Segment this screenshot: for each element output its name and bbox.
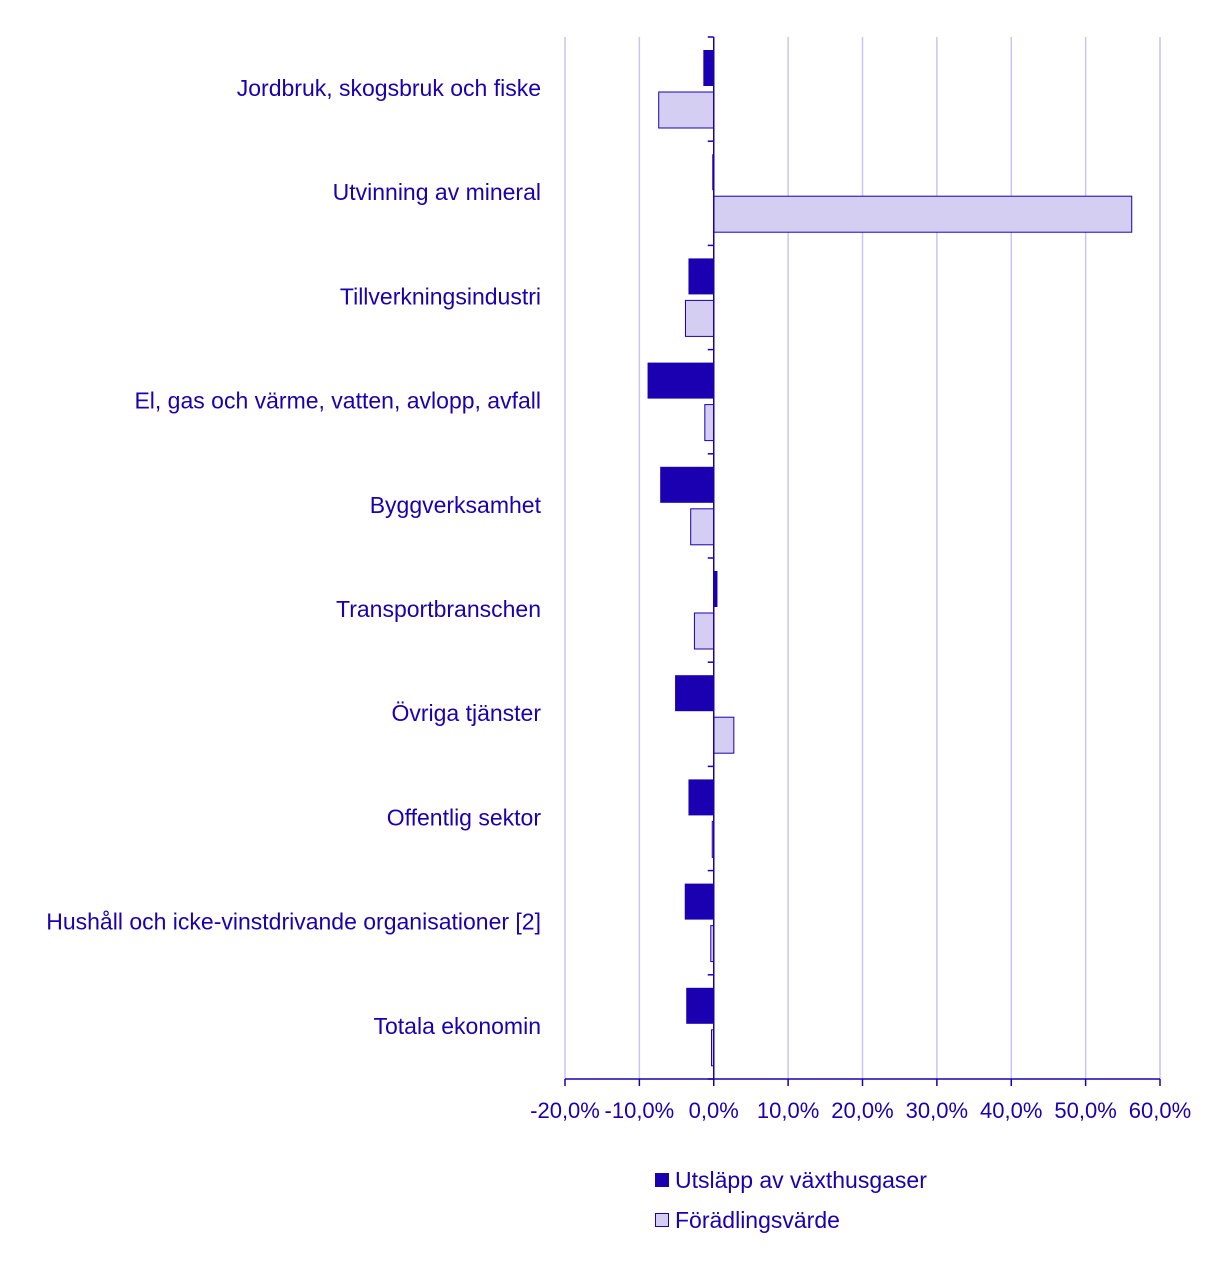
bar-value-added [690,508,715,546]
category-label: Tillverkningsindustri [340,283,541,309]
bar-emissions [688,779,714,816]
bar-value-added [693,612,715,650]
bar-emissions [713,571,718,607]
x-tick-label: 30,0% [906,1098,968,1123]
category-label: Jordbruk, skogsbruk och fiske [237,75,541,101]
category-label: Övriga tjänster [391,700,541,726]
legend-item-value-added: Förädlingsvärde [655,1200,927,1240]
x-tick-label: -20,0% [530,1098,600,1123]
x-tick-label: 50,0% [1054,1098,1116,1123]
category-label: Hushåll och icke-vinstdrivande organisat… [46,909,541,935]
x-tick-label: 0,0% [689,1098,739,1123]
legend-label-value-added: Förädlingsvärde [675,1206,840,1233]
legend-swatch-value-added [655,1213,669,1227]
bar-emissions [660,466,714,503]
bar-emissions [684,883,714,920]
legend-label-emissions: Utsläpp av växthusgaser [675,1166,927,1193]
bar-value-added [684,299,715,337]
bar-emissions [703,50,714,86]
legend-item-emissions: Utsläpp av växthusgaser [655,1160,927,1200]
category-label: El, gas och värme, vatten, avlopp, avfal… [134,388,541,414]
bar-emissions [688,258,714,295]
category-labels: Jordbruk, skogsbruk och fiske Utvinning a… [46,75,541,1039]
gridlines [564,37,1161,1079]
bar-emissions [675,675,714,712]
x-tick-label: -10,0% [605,1098,675,1123]
bar-value-added [713,195,1133,233]
bar-value-added [658,91,715,129]
bar-emissions [686,987,714,1024]
x-tick-labels: -20,0% -10,0% 0,0% 10,0% 20,0% 30,0% 40,0% 50,0… [530,1098,1191,1123]
legend: Utsläpp av växthusgaser Förädlingsvärde [655,1160,927,1240]
x-tick-label: 20,0% [831,1098,893,1123]
category-label: Transportbranschen [336,596,541,622]
bar-value-added [713,716,735,754]
category-label: Totala ekonomin [374,1013,542,1039]
category-label: Byggverksamhet [370,492,542,518]
category-label: Offentlig sektor [387,804,542,830]
x-tick-label: 40,0% [980,1098,1042,1123]
bar-value-added [704,404,715,442]
legend-swatch-emissions [655,1173,669,1187]
bars [647,50,1133,1067]
bar-emissions [647,362,714,399]
x-tick-label: 60,0% [1129,1098,1191,1123]
category-label: Utvinning av mineral [333,179,541,205]
axes [564,36,1161,1086]
x-tick-label: 10,0% [757,1098,819,1123]
